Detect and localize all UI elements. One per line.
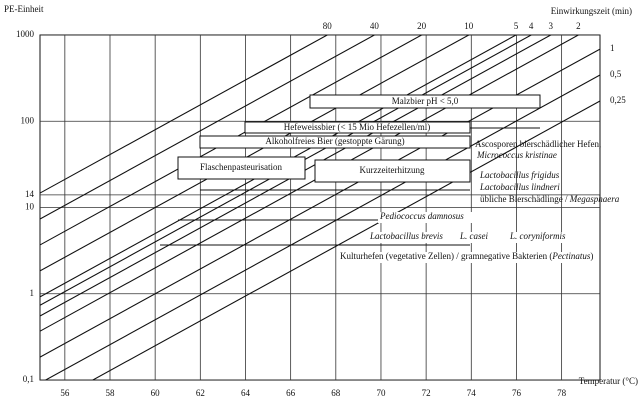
x-tick-label: 56 xyxy=(60,388,70,398)
legend-label: 1 xyxy=(610,43,615,53)
label-bg xyxy=(338,252,598,263)
x-tick-label: 60 xyxy=(151,388,161,398)
annotation: übliche Bierschädlinge / Megasphaera xyxy=(480,194,620,204)
range-box xyxy=(177,156,306,180)
x-tick-label: 76 xyxy=(512,388,522,398)
exposure-line xyxy=(40,35,376,220)
annotation: Lactobacillus frigidus xyxy=(479,170,560,180)
y-tick-label: 100 xyxy=(21,115,35,125)
legend-label: 10 xyxy=(464,21,474,31)
annotation: Flaschenpasteurisation xyxy=(200,162,282,172)
exposure-line xyxy=(40,35,329,194)
legend-label: 2 xyxy=(576,21,581,31)
x-tick-label: 78 xyxy=(557,388,567,398)
x-tick-label: 74 xyxy=(467,388,477,398)
annotation: Kulturhefen (vegetative Zellen) / gramne… xyxy=(340,251,593,261)
annotation-part: Kulturhefen (vegetative Zellen) / gramne… xyxy=(340,251,552,261)
y-tick-label: 10 xyxy=(25,202,35,212)
legend-label: 0,5 xyxy=(610,69,622,79)
legend-label: 20 xyxy=(417,21,427,31)
y-tick-label: 1 xyxy=(30,288,35,298)
x-tick-label: 58 xyxy=(106,388,116,398)
annotation: Pediococcus damnosus xyxy=(379,211,464,221)
x-tick-label: 62 xyxy=(196,388,205,398)
x-tick-label: 66 xyxy=(286,388,296,398)
exposure-line xyxy=(91,100,600,380)
range-box xyxy=(244,121,471,134)
x-tick-label: 64 xyxy=(241,388,251,398)
legend-label: 3 xyxy=(549,21,554,31)
annotation: Kurzzeiterhitzung xyxy=(360,165,425,175)
top-axis-label: Einwirkungszeit (min) xyxy=(551,6,632,16)
annotation: Hefeweissbier (< 15 Mio Hefezellen/ml) xyxy=(284,122,431,132)
x-tick-label: 68 xyxy=(331,388,341,398)
annotations: Malzbier pH < 5,0 Hefeweissbier (< 15 Mi… xyxy=(160,94,620,263)
plot-area xyxy=(40,35,600,380)
annotation: Ascosporen bierschädlicher Hefen, xyxy=(475,139,601,149)
exposure-line xyxy=(44,74,600,380)
x-axis-label: Temperatur (°C) xyxy=(579,376,638,386)
legend-label: 80 xyxy=(323,21,333,31)
x-tick-label: 72 xyxy=(422,388,431,398)
y-axis-label: PE-Einheit xyxy=(4,4,44,14)
annotation: Micrococcus kristinae xyxy=(476,150,557,160)
legend-label: 5 xyxy=(514,21,519,31)
range-box xyxy=(199,135,471,149)
annotation-part: übliche Bierschädlinge / xyxy=(480,194,570,204)
label-bg xyxy=(368,232,578,243)
legend-label: 0,25 xyxy=(610,95,626,105)
annotation-part: ) xyxy=(590,251,593,261)
y-tick-label: 0,1 xyxy=(23,374,34,384)
legend-label: 40 xyxy=(370,21,380,31)
annotation: Lactobacillus brevis xyxy=(369,231,443,241)
annotation: Alkoholfreies Bier (gestoppte Gärung) xyxy=(265,136,404,146)
legend-label: 4 xyxy=(529,21,534,31)
label-bg xyxy=(378,212,486,223)
y-tick-label: 1000 xyxy=(16,29,35,39)
exposure-line xyxy=(40,35,423,246)
annotation-part: Pectinatus xyxy=(551,251,590,261)
annotation-part: Megasphaera xyxy=(569,194,620,204)
exposure-line xyxy=(40,35,533,306)
range-box xyxy=(314,159,471,183)
annotation: L. casei xyxy=(459,231,488,241)
range-box xyxy=(309,94,541,109)
annotation: Lactobacillus lindneri xyxy=(479,182,560,192)
y-tick-label: 14 xyxy=(25,189,35,199)
x-tick-label: 70 xyxy=(376,388,386,398)
annotation: Malzbier pH < 5,0 xyxy=(392,96,459,106)
exposure-line xyxy=(40,35,470,272)
annotation: L. coryniformis xyxy=(509,231,566,241)
